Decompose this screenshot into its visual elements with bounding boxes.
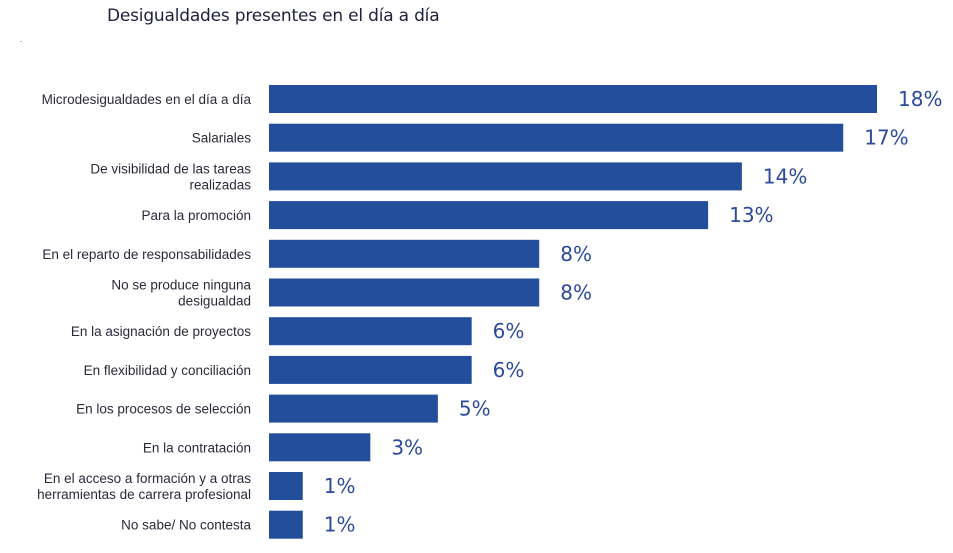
category-label: En la contratación [143, 440, 251, 455]
category-label: Microdesigualdades en el día a día [42, 92, 252, 107]
category-label: No sabe/ No contesta [121, 518, 251, 533]
bar-group: Para la promoción 13% [141, 201, 774, 230]
category-label: Salariales [192, 131, 252, 146]
bar [269, 123, 844, 152]
value-label: 18% [898, 87, 942, 111]
bar [269, 317, 472, 346]
value-label: 17% [864, 126, 908, 150]
category-label: En la asignación de proyectos [71, 324, 251, 339]
value-label: 3% [391, 435, 423, 459]
bar [269, 162, 742, 191]
value-label: 5% [459, 397, 491, 421]
category-label: En los procesos de selección [76, 402, 251, 417]
category-label: desigualdad [178, 294, 251, 309]
bar-group: Microdesigualdades en el día a día 18% [42, 85, 942, 113]
bar [269, 472, 303, 500]
value-label: 8% [560, 242, 592, 266]
chart-title: Desigualdades presentes en el día a día [107, 6, 440, 26]
category-label: No se produce ninguna [111, 278, 251, 293]
bar-group: En la asignación de proyectos 6% [71, 317, 525, 346]
category-label: En flexibilidad y conciliación [84, 363, 251, 378]
bar [269, 85, 877, 113]
category-label: En el acceso a formación y a otras [44, 471, 251, 486]
bar [269, 355, 472, 384]
bar [269, 394, 438, 423]
bar-group: En los procesos de selección 5% [76, 394, 491, 423]
bar-group: En el reparto de responsabilidades 8% [42, 239, 592, 268]
bar-group: En la contratación 3% [143, 433, 423, 462]
value-label: 6% [493, 358, 525, 382]
bar-group: En flexibilidad y conciliación 6% [84, 355, 525, 384]
bar-group: Salariales 17% [192, 123, 909, 152]
category-label: realizadas [189, 177, 251, 192]
bar-group: En el acceso a formación y a otrasherram… [37, 471, 355, 502]
decorative-dot [20, 41, 22, 42]
category-label: herramientas de carrera profesional [37, 487, 251, 502]
category-label: Para la promoción [141, 208, 251, 223]
bar [269, 278, 540, 307]
bar [269, 201, 709, 230]
value-label: 6% [493, 319, 525, 343]
value-label: 14% [763, 164, 807, 188]
value-label: 1% [324, 474, 356, 498]
value-label: 8% [560, 281, 592, 305]
bar [269, 510, 303, 539]
category-label: En el reparto de responsabilidades [42, 247, 251, 262]
bar [269, 433, 371, 462]
value-label: 1% [324, 513, 356, 537]
category-label: De visibilidad de las tareas [90, 161, 251, 176]
value-label: 13% [729, 203, 773, 227]
bar-group: No sabe/ No contesta 1% [121, 510, 356, 539]
bar [269, 239, 540, 268]
